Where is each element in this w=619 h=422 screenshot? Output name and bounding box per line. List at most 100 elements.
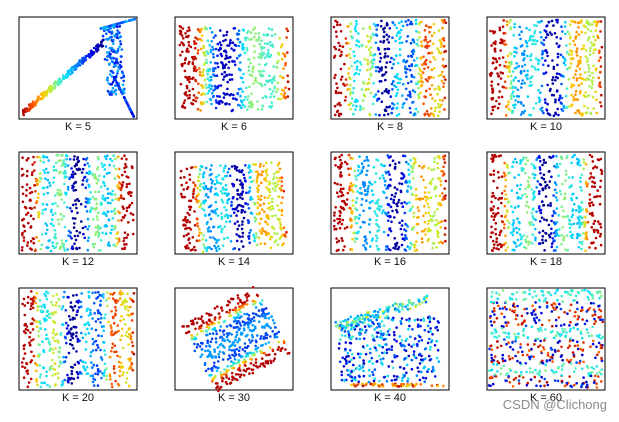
scatter-point	[51, 374, 54, 377]
scatter-point	[555, 165, 559, 168]
scatter-point	[517, 79, 520, 83]
scatter-point	[56, 188, 60, 192]
scatter-point	[260, 51, 264, 54]
scatter-point	[436, 93, 439, 96]
scatter-point	[532, 164, 536, 167]
scatter-point	[402, 58, 406, 62]
scatter-point	[77, 306, 81, 309]
scatter-point	[368, 201, 372, 204]
scatter-point	[410, 64, 414, 67]
scatter-point	[568, 32, 571, 36]
scatter-point	[268, 190, 272, 194]
scatter-point	[444, 226, 447, 230]
scatter-point	[183, 93, 187, 96]
scatter-point	[433, 58, 437, 61]
scatter-point	[269, 53, 273, 57]
scatter-point	[241, 220, 244, 223]
scatter-point	[38, 364, 42, 367]
scatter-point	[277, 170, 280, 174]
scatter-point	[191, 236, 195, 239]
scatter-point	[600, 45, 604, 49]
scatter-point	[555, 191, 558, 195]
scatter-point	[240, 170, 243, 174]
scatter-point	[552, 231, 556, 235]
scatter-point	[265, 168, 269, 172]
scatter-point	[437, 85, 440, 88]
scatter-point	[81, 360, 85, 364]
scatter-point	[81, 183, 84, 186]
scatter-point	[241, 245, 245, 248]
scatter-point	[91, 380, 95, 384]
scatter-point	[89, 209, 92, 212]
scatter-point	[113, 371, 116, 375]
scatter-point	[45, 90, 48, 93]
scatter-point	[382, 209, 385, 212]
scatter-point	[412, 215, 416, 219]
scatter-point	[423, 39, 426, 42]
scatter-point	[31, 300, 35, 303]
scatter-point	[428, 181, 432, 185]
scatter-point	[201, 207, 204, 210]
scatter-point	[284, 63, 287, 67]
scatter-point	[507, 221, 511, 225]
scatter-point	[439, 202, 442, 205]
scatter-point	[217, 173, 220, 177]
scatter-point	[533, 29, 537, 33]
scatter-point	[128, 203, 132, 207]
scatter-point	[355, 19, 358, 23]
scatter-point	[517, 228, 521, 231]
scatter-point	[374, 113, 378, 116]
scatter-point	[353, 207, 357, 210]
scatter-point	[106, 210, 110, 214]
scatter-point	[353, 240, 357, 243]
scatter-point	[232, 93, 235, 97]
scatter-point	[374, 93, 378, 96]
scatter-point	[200, 102, 203, 106]
scatter-point	[111, 385, 114, 389]
scatter-point	[564, 32, 567, 36]
scatter-point	[54, 232, 57, 236]
scatter-point	[436, 47, 439, 50]
scatter-point	[30, 339, 33, 342]
scatter-point	[498, 90, 502, 93]
scatter-point	[260, 181, 263, 184]
scatter-point	[435, 246, 438, 249]
scatter-point	[380, 66, 384, 69]
scatter-point	[564, 94, 568, 98]
scatter-point	[399, 227, 403, 231]
scatter-point	[128, 327, 131, 330]
scatter-point	[356, 190, 359, 193]
scatter-point	[371, 102, 375, 106]
scatter-point	[423, 67, 426, 71]
scatter-point	[559, 53, 563, 57]
scatter-point	[413, 90, 417, 94]
scatter-point	[265, 213, 269, 217]
scatter-point	[226, 192, 229, 196]
scatter-point	[94, 328, 98, 332]
scatter-point	[518, 25, 522, 29]
scatter-point	[348, 56, 352, 59]
scatter-point	[554, 79, 557, 82]
scatter-point	[68, 157, 72, 161]
scatter-point	[337, 222, 340, 225]
scatter-point	[592, 51, 595, 55]
scatter-point	[270, 200, 274, 204]
scatter-point	[72, 182, 76, 185]
scatter-point	[334, 47, 338, 51]
scatter-point	[110, 224, 114, 228]
scatter-point	[600, 93, 603, 97]
scatter-point	[115, 300, 118, 304]
scatter-point	[595, 23, 598, 26]
scatter-point	[370, 183, 374, 186]
scatter-point	[344, 160, 347, 164]
scatter-point	[502, 19, 506, 22]
scatter-point	[349, 77, 352, 81]
scatter-point	[186, 47, 189, 51]
scatter-point	[524, 246, 528, 250]
scatter-point	[241, 190, 245, 193]
scatter-point	[206, 355, 209, 358]
scatter-point	[354, 29, 358, 33]
scatter-point	[409, 20, 413, 24]
scatter-point	[489, 173, 493, 177]
scatter-point	[26, 372, 30, 375]
